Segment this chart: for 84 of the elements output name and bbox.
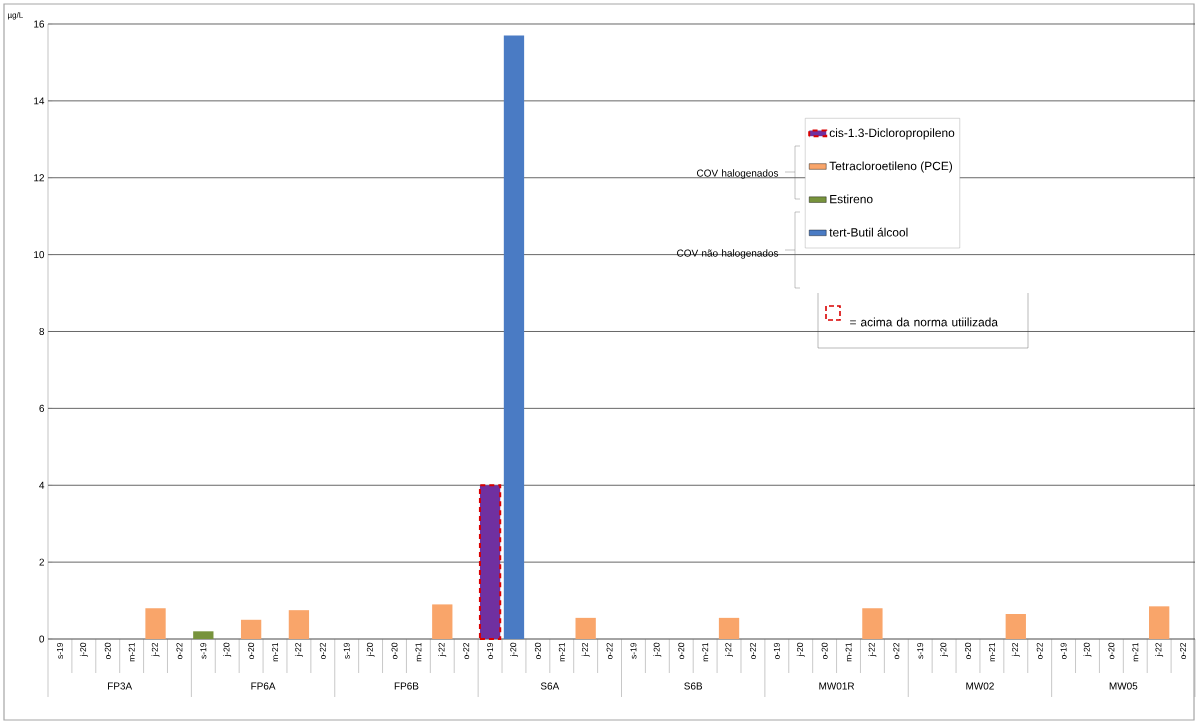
legend-label: Estireno — [830, 194, 873, 204]
annotation: COV halogenados — [697, 169, 779, 179]
x-tick-label: j-22 — [868, 642, 877, 657]
x-tick-label: o-20 — [678, 642, 685, 660]
bar — [288, 610, 310, 639]
x-tick-label: m-21 — [415, 642, 422, 662]
legend-label: Tetracloroetileno (PCE) — [829, 161, 953, 173]
bar — [1149, 606, 1170, 639]
x-tick-label: o-22 — [1036, 642, 1043, 660]
bar — [145, 608, 166, 639]
x-tick-label: j-22 — [581, 642, 590, 657]
x-tick-label: s-19 — [56, 642, 63, 659]
bar — [575, 617, 596, 639]
x-tick-label: o-22 — [606, 642, 613, 660]
text: MW01R — [819, 682, 855, 690]
x-tick-label: m-21 — [128, 642, 135, 662]
x-tick-label: o-20 — [248, 642, 255, 660]
text: S6B — [684, 682, 703, 690]
y-tick-label: 8 — [39, 327, 45, 336]
annotation: = acima da norma utiilizada — [850, 317, 998, 327]
y-tick-label: 0 — [39, 635, 45, 643]
x-tick-label: o-20 — [965, 642, 971, 660]
x-tick-label: o-22 — [319, 642, 326, 660]
x-tick-label: s-19 — [343, 642, 350, 659]
x-tick-label: j-22 — [1011, 642, 1020, 657]
x-tick-label: m-21 — [558, 642, 565, 662]
y-tick-label: 12 — [34, 174, 44, 182]
bar — [1005, 614, 1026, 639]
x-tick-label: j-22 — [1155, 642, 1164, 657]
x-tick-label: j-20 — [940, 642, 949, 657]
x-tick-label: j-20 — [796, 642, 805, 657]
x-tick-label: j-20 — [366, 642, 375, 657]
bar — [432, 604, 453, 639]
legend-label: cis-1.3-Dicloropropileno — [829, 128, 955, 140]
x-tick-label: o-22 — [463, 642, 470, 660]
x-tick-label: j-20 — [653, 642, 662, 657]
x-tick-label: j-22 — [438, 642, 447, 657]
x-tick-label: o-22 — [176, 642, 183, 660]
x-tick-label: j-20 — [223, 642, 232, 657]
y-tick-label: 14 — [34, 97, 45, 105]
text: S6A — [540, 682, 560, 690]
x-tick-label: j-20 — [1083, 642, 1092, 657]
x-tick-label: j-22 — [725, 642, 733, 657]
text: MW05 — [1109, 682, 1138, 690]
text: FP6B — [394, 682, 419, 690]
bar — [862, 608, 883, 639]
x-tick-label: o-20 — [391, 642, 398, 660]
annotation: COV não halogenados — [677, 249, 779, 259]
x-tick-label: j-20 — [79, 642, 88, 657]
text: FP6A — [251, 682, 276, 690]
x-tick-label: o-20 — [104, 642, 111, 660]
x-tick-label: j-22 — [294, 642, 303, 657]
x-tick-label: m-21 — [1132, 642, 1139, 662]
x-tick-label: o-19 — [1060, 642, 1067, 660]
bar — [193, 631, 214, 639]
x-tick-label: o-22 — [1180, 642, 1187, 660]
x-tick-label: m-21 — [988, 642, 995, 662]
x-tick-label: j-20 — [510, 642, 518, 657]
text: MW02 — [966, 682, 994, 690]
y-tick-label: 6 — [39, 404, 45, 412]
x-tick-label: m-21 — [702, 642, 709, 662]
x-tick-label: o-22 — [749, 642, 756, 660]
x-tick-label: s-19 — [917, 642, 924, 659]
x-tick-label: s-19 — [630, 642, 637, 659]
bar — [503, 35, 525, 639]
y-tick-label: 4 — [39, 481, 45, 489]
x-tick-label: m-21 — [845, 642, 852, 662]
x-tick-label: o-19 — [487, 642, 494, 660]
y-tick-label: 2 — [39, 558, 44, 566]
y-tick-label: 16 — [34, 20, 45, 28]
x-tick-label: j-22 — [151, 642, 160, 657]
x-tick-label: o-20 — [1108, 642, 1115, 660]
legend-label: tert-Butil álcool — [829, 227, 908, 237]
x-tick-label: m-21 — [272, 642, 278, 662]
bar — [478, 484, 502, 640]
x-tick-label: o-20 — [534, 642, 541, 660]
x-tick-label: o-20 — [821, 642, 828, 660]
y-tick-label: 10 — [34, 251, 45, 259]
bar — [240, 619, 262, 639]
x-tick-label: s-19 — [200, 642, 207, 659]
x-tick-label: o-22 — [893, 642, 900, 660]
bar — [718, 617, 740, 639]
x-tick-label: o-19 — [773, 642, 780, 660]
text: FP3A — [108, 682, 133, 690]
